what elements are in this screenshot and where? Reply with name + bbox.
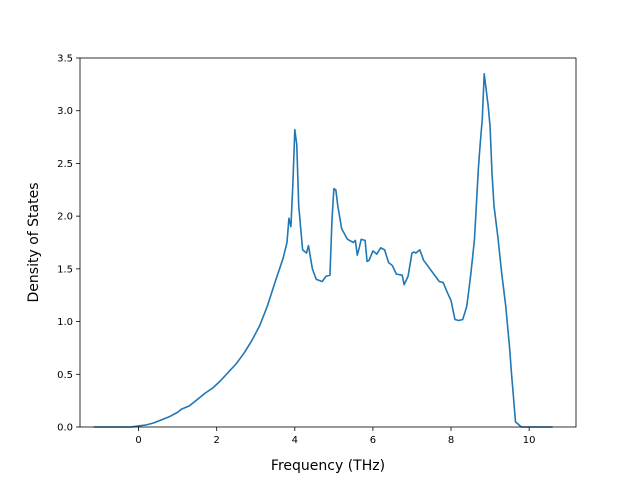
y-tick-label: 0.0 [57,423,73,434]
y-axis-label: Density of States [26,183,42,303]
x-tick-label: 8 [448,435,454,446]
x-tick-label: 2 [214,435,220,446]
y-tick-label: 3.5 [57,54,73,65]
x-tick-label: 4 [292,435,298,446]
dos-series-line [93,73,553,428]
plot-frame [79,57,577,428]
x-axis-label: Frequency (THz) [271,458,385,474]
x-tick-label: 6 [370,435,376,446]
x-tick-label: 10 [523,435,536,446]
x-tick-label: 0 [135,435,141,446]
y-tick-label: 0.5 [57,370,73,381]
y-tick-label: 2.5 [57,159,73,170]
y-tick-label: 2.0 [57,212,73,223]
y-axis-ticks: 0.0 0.5 1.0 1.5 2.0 2.5 3.0 3.5 [57,54,80,434]
y-tick-label: 1.5 [57,264,73,275]
y-tick-label: 1.0 [57,317,73,328]
x-axis-ticks: 0 2 4 6 8 10 [135,427,536,446]
y-tick-label: 3.0 [57,106,73,117]
